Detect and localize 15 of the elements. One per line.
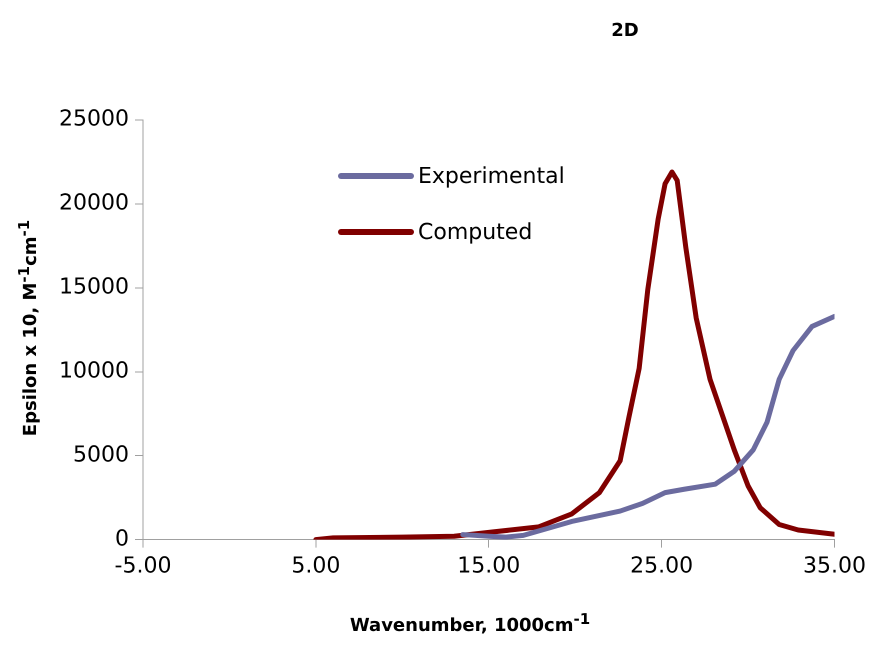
chart-title: 2D <box>610 20 640 41</box>
x-axis-title: Wavenumber, 1000cm$^{-1}$ <box>348 610 592 636</box>
x-tick-label: 15.00 <box>457 554 520 579</box>
y-tick-label: 5000 <box>72 442 129 468</box>
legend-label: Experimental <box>418 164 565 188</box>
legend-label: Computed <box>418 220 532 244</box>
y-tick-label: 15000 <box>58 274 129 300</box>
y-tick-label: 25000 <box>58 106 129 132</box>
x-tick-label: 35.00 <box>803 554 866 579</box>
x-tick-label: 5.00 <box>291 554 340 579</box>
x-tick-label: 25.00 <box>630 554 694 579</box>
y-tick-label: 0 <box>114 526 129 552</box>
y-tick-label: 10000 <box>58 358 129 384</box>
y-tick-label: 20000 <box>58 190 129 216</box>
x-tick-label: -5.00 <box>114 554 172 579</box>
